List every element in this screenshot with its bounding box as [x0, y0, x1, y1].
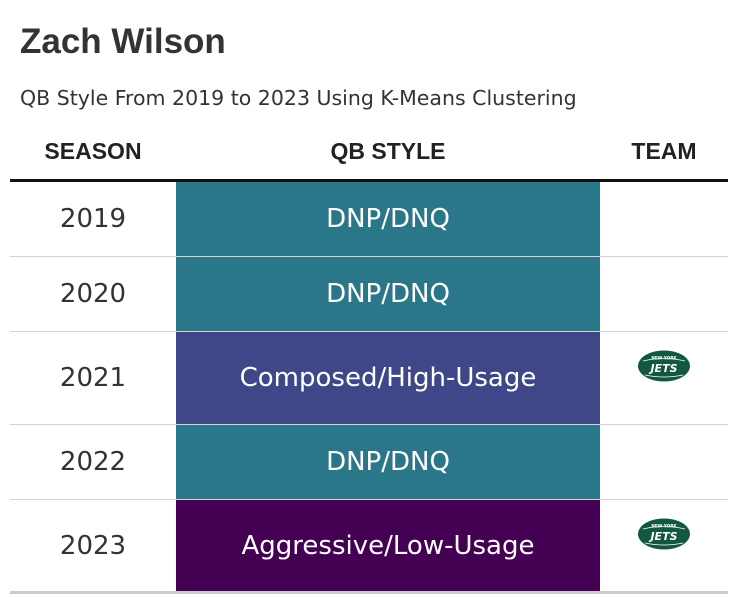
table-row: 2020 DNP/DNQ	[10, 257, 728, 332]
column-header-team: TEAM	[631, 138, 697, 164]
jets-logo-main-text: JETS	[648, 362, 677, 375]
jets-logo-top-text: NEW YORK	[651, 356, 677, 361]
column-header-season: SEASON	[44, 138, 142, 164]
table-body: 2019 DNP/DNQ 2020 DNP/DNQ 2021 Composed/High-…	[10, 182, 728, 594]
season-cell: 2019	[59, 204, 127, 234]
qb-style-cell: DNP/DNQ	[176, 182, 600, 256]
table-row: 2022 DNP/DNQ	[10, 425, 728, 500]
qb-style-cell: Composed/High-Usage	[176, 332, 600, 424]
qb-style-table: SEASON QB STYLE TEAM 2019 DNP/DNQ 2020 DNP/…	[10, 132, 728, 594]
table-row: 2019 DNP/DNQ	[10, 182, 728, 257]
table-row: 2021 Composed/High-Usage NEW YORK JETS	[10, 332, 728, 425]
team-cell	[600, 425, 728, 499]
table-row: 2023 Aggressive/Low-Usage NEW YORK JETS	[10, 500, 728, 594]
qb-style-cell: DNP/DNQ	[176, 257, 600, 331]
team-cell: NEW YORK JETS	[600, 500, 728, 591]
season-cell: 2020	[59, 279, 127, 309]
jets-logo-main-text: JETS	[648, 530, 677, 543]
chart-subtitle: QB Style From 2019 to 2023 Using K-Means…	[20, 86, 577, 110]
team-cell	[600, 257, 728, 331]
chart-title: Zach Wilson	[20, 22, 226, 61]
qb-style-cell: DNP/DNQ	[176, 425, 600, 499]
column-header-qb-style: QB STYLE	[330, 138, 446, 164]
jets-logo-icon: NEW YORK JETS	[638, 518, 690, 549]
jets-logo-top-text: NEW YORK	[651, 523, 677, 528]
team-cell: NEW YORK JETS	[600, 332, 728, 424]
table-header: SEASON QB STYLE TEAM	[10, 132, 728, 182]
season-cell: 2021	[59, 363, 127, 393]
qb-style-cell: Aggressive/Low-Usage	[176, 500, 600, 591]
team-cell	[600, 182, 728, 256]
season-cell: 2023	[59, 530, 127, 561]
season-cell: 2022	[59, 447, 127, 477]
